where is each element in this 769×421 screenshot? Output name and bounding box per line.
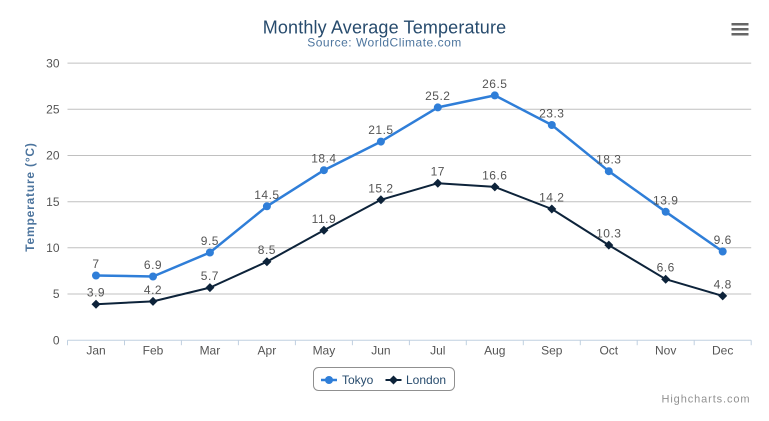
- svg-text:Aug: Aug: [484, 344, 505, 358]
- svg-text:14.5: 14.5: [254, 188, 279, 202]
- svg-text:10.3: 10.3: [596, 227, 621, 241]
- svg-text:Monthly Average Temperature: Monthly Average Temperature: [263, 18, 507, 38]
- svg-text:4.8: 4.8: [714, 277, 732, 291]
- svg-text:26.5: 26.5: [482, 77, 507, 91]
- svg-text:14.2: 14.2: [539, 191, 564, 205]
- svg-text:6.6: 6.6: [657, 261, 675, 275]
- svg-text:30: 30: [46, 56, 60, 70]
- svg-text:10: 10: [46, 241, 60, 255]
- svg-text:13.9: 13.9: [653, 193, 678, 207]
- svg-text:Jul: Jul: [430, 344, 445, 358]
- svg-text:Highcharts.com: Highcharts.com: [661, 393, 750, 405]
- svg-text:25: 25: [46, 103, 60, 117]
- svg-text:15.2: 15.2: [368, 181, 393, 195]
- svg-text:Nov: Nov: [655, 344, 676, 358]
- svg-text:20: 20: [46, 149, 60, 163]
- svg-text:Source: WorldClimate.com: Source: WorldClimate.com: [307, 36, 462, 50]
- svg-text:11.9: 11.9: [312, 212, 336, 226]
- svg-text:Apr: Apr: [258, 344, 277, 358]
- svg-text:Oct: Oct: [599, 344, 618, 358]
- svg-text:3.9: 3.9: [87, 286, 105, 300]
- svg-text:0: 0: [53, 333, 60, 347]
- svg-text:9.6: 9.6: [714, 233, 732, 247]
- svg-text:9.5: 9.5: [201, 234, 219, 248]
- svg-text:25.2: 25.2: [425, 89, 450, 103]
- svg-text:London: London: [406, 373, 446, 387]
- svg-text:4.2: 4.2: [144, 283, 162, 297]
- svg-text:Mar: Mar: [200, 344, 221, 358]
- svg-text:8.5: 8.5: [258, 243, 276, 257]
- svg-text:15: 15: [46, 195, 60, 209]
- svg-text:Jan: Jan: [86, 344, 105, 358]
- svg-text:18.4: 18.4: [311, 152, 336, 166]
- svg-text:Feb: Feb: [143, 344, 164, 358]
- svg-text:Dec: Dec: [712, 344, 733, 358]
- svg-text:Temperature (°C): Temperature (°C): [23, 142, 37, 251]
- svg-text:6.9: 6.9: [144, 258, 162, 272]
- svg-text:7: 7: [92, 257, 99, 271]
- svg-text:Tokyo: Tokyo: [342, 373, 374, 387]
- svg-text:23.3: 23.3: [539, 107, 564, 121]
- svg-text:17: 17: [431, 165, 445, 179]
- svg-text:18.3: 18.3: [596, 153, 621, 167]
- svg-text:Jun: Jun: [371, 344, 390, 358]
- svg-text:May: May: [313, 344, 336, 358]
- svg-text:Sep: Sep: [541, 344, 563, 358]
- svg-text:21.5: 21.5: [368, 123, 393, 137]
- svg-text:5.7: 5.7: [201, 269, 219, 283]
- svg-text:5: 5: [53, 287, 60, 301]
- svg-text:16.6: 16.6: [482, 168, 507, 182]
